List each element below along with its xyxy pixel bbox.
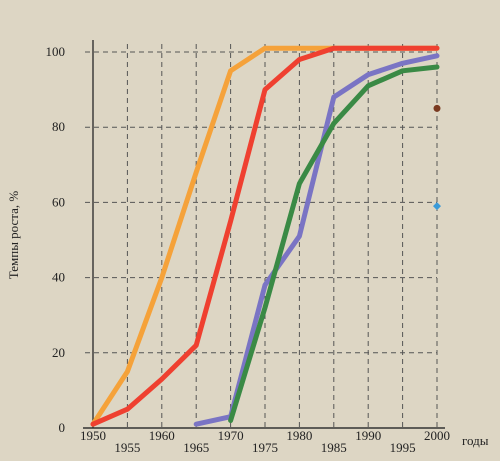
x-tick-label: 1955 [114, 440, 140, 455]
x-tick-label: 1995 [390, 440, 416, 455]
y-tick-label: 20 [52, 345, 65, 360]
y-tick-label: 100 [46, 44, 66, 59]
axes [83, 40, 445, 429]
x-tick-label: 1970 [218, 428, 244, 443]
series-line-3 [193, 53, 440, 427]
y-tick-label: 40 [52, 270, 65, 285]
x-tick-label: 1985 [321, 440, 347, 455]
x-tick-label: 1975 [252, 440, 278, 455]
marker-diamond [433, 202, 441, 211]
series-line-4 [228, 64, 440, 423]
y-tick-label: 80 [52, 119, 65, 134]
x-tick-label: 1980 [286, 428, 312, 443]
x-tick-label: 2000 [424, 428, 450, 443]
x-tick-label: 1990 [355, 428, 381, 443]
y-tick-label: 0 [59, 420, 66, 435]
tick-labels: 1950 1955 1960 1965 1970 1975 1980 1985 1990 1995… [46, 44, 451, 455]
series-lines [90, 45, 440, 427]
marker-circle [433, 104, 441, 112]
x-axis-label: годы [462, 433, 489, 448]
y-tick-label: 60 [52, 194, 65, 209]
series-line-2 [90, 45, 440, 427]
x-tick-label: 1960 [149, 428, 175, 443]
x-tick-label: 1965 [183, 440, 209, 455]
y-axis-label: Темпы роста, % [6, 191, 21, 280]
point-markers [433, 104, 441, 211]
x-tick-label: 1950 [80, 428, 106, 443]
